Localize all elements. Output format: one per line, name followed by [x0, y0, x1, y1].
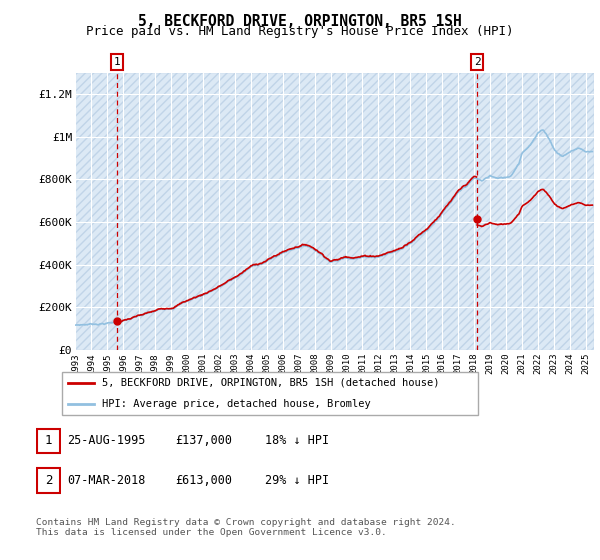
Text: 25-AUG-1995: 25-AUG-1995: [67, 435, 146, 447]
Text: 1: 1: [45, 435, 52, 447]
FancyBboxPatch shape: [37, 468, 60, 493]
Text: 29% ↓ HPI: 29% ↓ HPI: [265, 474, 329, 487]
Text: HPI: Average price, detached house, Bromley: HPI: Average price, detached house, Brom…: [102, 399, 371, 409]
Text: 07-MAR-2018: 07-MAR-2018: [67, 474, 146, 487]
Text: 1: 1: [114, 57, 121, 67]
FancyBboxPatch shape: [37, 429, 60, 454]
Text: Contains HM Land Registry data © Crown copyright and database right 2024.
This d: Contains HM Land Registry data © Crown c…: [36, 518, 456, 538]
Text: £137,000: £137,000: [175, 435, 232, 447]
FancyBboxPatch shape: [62, 371, 478, 416]
Text: 18% ↓ HPI: 18% ↓ HPI: [265, 435, 329, 447]
Text: 5, BECKFORD DRIVE, ORPINGTON, BR5 1SH: 5, BECKFORD DRIVE, ORPINGTON, BR5 1SH: [138, 14, 462, 29]
Text: 2: 2: [474, 57, 481, 67]
Text: Price paid vs. HM Land Registry's House Price Index (HPI): Price paid vs. HM Land Registry's House …: [86, 25, 514, 38]
Text: 5, BECKFORD DRIVE, ORPINGTON, BR5 1SH (detached house): 5, BECKFORD DRIVE, ORPINGTON, BR5 1SH (d…: [102, 378, 439, 388]
Text: £613,000: £613,000: [175, 474, 232, 487]
Text: 2: 2: [45, 474, 52, 487]
